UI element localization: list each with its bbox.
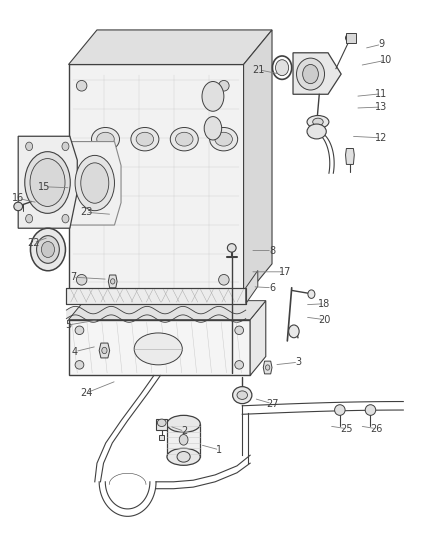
Ellipse shape <box>76 80 87 91</box>
Ellipse shape <box>96 132 114 146</box>
Ellipse shape <box>234 361 243 369</box>
Text: 12: 12 <box>374 133 387 143</box>
Ellipse shape <box>30 228 65 271</box>
Text: 7: 7 <box>70 272 76 282</box>
Ellipse shape <box>364 405 375 415</box>
Text: 16: 16 <box>12 193 24 204</box>
Text: 24: 24 <box>80 388 92 398</box>
Ellipse shape <box>75 156 114 211</box>
Text: 5: 5 <box>65 320 71 330</box>
Polygon shape <box>68 320 250 375</box>
Ellipse shape <box>306 116 328 128</box>
Ellipse shape <box>25 214 32 223</box>
Polygon shape <box>263 361 272 374</box>
Ellipse shape <box>134 333 182 365</box>
Polygon shape <box>250 301 265 375</box>
Ellipse shape <box>275 60 288 76</box>
Ellipse shape <box>312 118 322 126</box>
Ellipse shape <box>41 241 54 257</box>
Ellipse shape <box>81 163 109 203</box>
Polygon shape <box>66 288 245 304</box>
Ellipse shape <box>209 127 237 151</box>
Polygon shape <box>345 149 353 165</box>
Ellipse shape <box>131 127 159 151</box>
Ellipse shape <box>227 244 236 252</box>
Ellipse shape <box>265 365 269 370</box>
Ellipse shape <box>110 279 115 284</box>
Polygon shape <box>68 301 265 320</box>
Ellipse shape <box>232 386 251 403</box>
Ellipse shape <box>102 348 107 354</box>
Polygon shape <box>68 142 121 225</box>
Text: 27: 27 <box>265 399 278 409</box>
Text: 21: 21 <box>252 65 265 75</box>
Polygon shape <box>245 270 257 304</box>
Ellipse shape <box>215 132 232 146</box>
Ellipse shape <box>218 80 229 91</box>
Ellipse shape <box>302 64 318 84</box>
Polygon shape <box>345 33 355 43</box>
Ellipse shape <box>288 325 298 338</box>
Ellipse shape <box>175 132 193 146</box>
Ellipse shape <box>201 82 223 111</box>
Ellipse shape <box>234 326 243 335</box>
Polygon shape <box>108 275 117 288</box>
Ellipse shape <box>179 434 187 445</box>
Text: 13: 13 <box>374 102 387 112</box>
Ellipse shape <box>62 142 69 151</box>
Text: 2: 2 <box>181 426 187 437</box>
Ellipse shape <box>36 236 59 263</box>
Polygon shape <box>18 136 77 228</box>
Ellipse shape <box>25 142 32 151</box>
Text: 9: 9 <box>378 39 384 49</box>
Ellipse shape <box>307 290 314 298</box>
Ellipse shape <box>166 415 200 432</box>
Ellipse shape <box>157 419 166 426</box>
Ellipse shape <box>25 152 70 213</box>
Ellipse shape <box>75 326 84 335</box>
Ellipse shape <box>334 405 344 415</box>
Ellipse shape <box>76 274 87 285</box>
Text: 20: 20 <box>318 314 330 325</box>
Text: 6: 6 <box>268 283 275 293</box>
Polygon shape <box>243 30 272 298</box>
Text: 4: 4 <box>72 346 78 357</box>
Ellipse shape <box>218 274 229 285</box>
Ellipse shape <box>30 159 65 206</box>
Text: 3: 3 <box>294 357 300 367</box>
Ellipse shape <box>136 132 153 146</box>
Bar <box>166 424 200 457</box>
Ellipse shape <box>75 361 84 369</box>
Bar <box>156 419 167 430</box>
Ellipse shape <box>62 214 69 223</box>
Polygon shape <box>68 30 272 64</box>
Text: 10: 10 <box>379 55 391 65</box>
Text: 22: 22 <box>27 238 40 247</box>
Text: 11: 11 <box>374 88 387 99</box>
Ellipse shape <box>237 391 247 399</box>
Polygon shape <box>68 64 243 298</box>
Text: 17: 17 <box>278 267 291 277</box>
Text: 1: 1 <box>216 445 222 455</box>
Ellipse shape <box>306 124 325 139</box>
Ellipse shape <box>166 448 200 465</box>
Bar <box>159 435 164 440</box>
Polygon shape <box>292 53 340 94</box>
Ellipse shape <box>79 169 101 204</box>
Polygon shape <box>99 343 110 358</box>
Ellipse shape <box>296 58 324 90</box>
Text: 25: 25 <box>339 424 352 434</box>
Text: 23: 23 <box>80 207 92 217</box>
Ellipse shape <box>177 451 190 462</box>
Text: 8: 8 <box>268 246 275 255</box>
Text: 26: 26 <box>369 424 381 434</box>
Ellipse shape <box>170 127 198 151</box>
Text: 18: 18 <box>318 298 330 309</box>
Ellipse shape <box>204 117 221 140</box>
Ellipse shape <box>345 34 355 42</box>
Ellipse shape <box>91 127 119 151</box>
Ellipse shape <box>14 202 22 211</box>
Ellipse shape <box>74 161 107 212</box>
Text: 15: 15 <box>38 182 50 192</box>
